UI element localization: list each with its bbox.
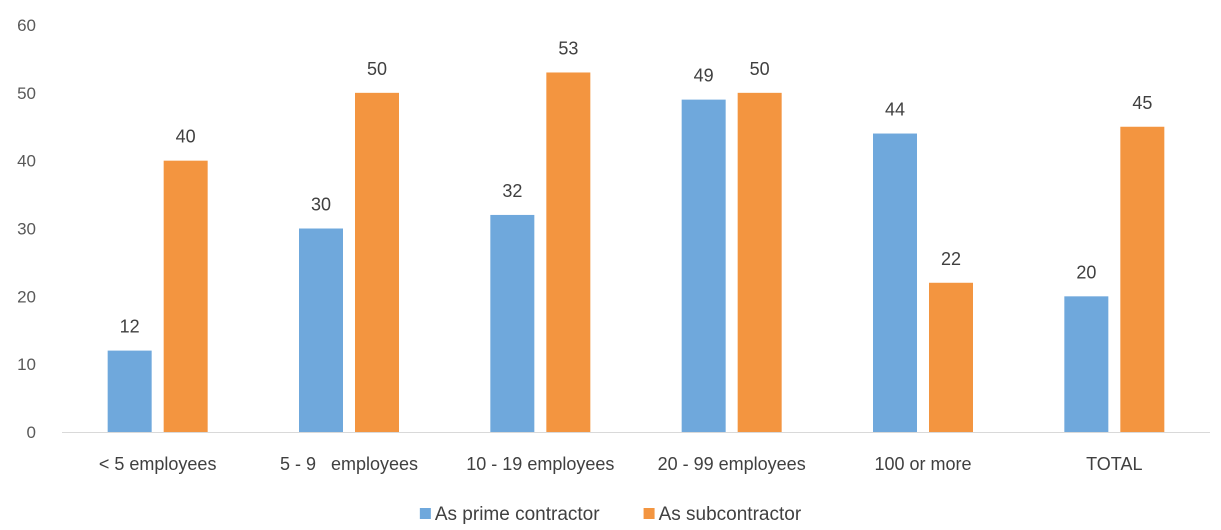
bar-prime <box>873 133 917 433</box>
y-tick-label: 10 <box>17 355 36 374</box>
x-tick-label: 100 or more <box>874 454 971 474</box>
x-axis: < 5 employees 5 - 9 employees 10 - 19 empl… <box>99 454 1143 474</box>
bar-prime <box>107 350 152 432</box>
legend-label: As subcontractor <box>659 504 802 525</box>
x-tick-label: < 5 employees <box>99 454 217 474</box>
data-label: 40 <box>176 127 196 147</box>
data-label: 50 <box>750 59 770 79</box>
data-label: 20 <box>1076 262 1096 282</box>
x-tick-label: 20 - 99 employees <box>658 454 806 474</box>
y-tick-label: 60 <box>17 16 36 35</box>
data-label: 12 <box>120 317 140 337</box>
bar-sub <box>1120 126 1165 432</box>
bar-sub <box>737 92 782 432</box>
legend: As prime contractor As subcontractor <box>419 504 802 525</box>
x-tick-label: 10 - 19 employees <box>466 454 614 474</box>
data-label: 53 <box>558 38 578 58</box>
data-label: 49 <box>694 66 714 86</box>
data-label: 30 <box>311 195 331 215</box>
x-tick-label: 5 - 9 employees <box>280 454 418 474</box>
y-tick-label: 0 <box>27 423 36 442</box>
bar-prime <box>1064 296 1109 432</box>
bar-prime <box>299 228 343 432</box>
data-label: 32 <box>502 181 522 201</box>
data-label: 22 <box>941 249 961 269</box>
plot-area: 12 40 30 50 32 53 49 50 44 22 20 45 <box>107 38 1165 433</box>
data-label: 45 <box>1132 93 1152 113</box>
data-label: 44 <box>885 100 905 120</box>
legend-swatch-prime <box>419 508 431 519</box>
y-tick-label: 30 <box>17 220 36 239</box>
bar-sub <box>546 72 591 432</box>
bar-sub <box>355 92 399 432</box>
y-axis: 0 10 20 30 40 50 60 <box>17 16 36 442</box>
legend-swatch-sub <box>643 508 655 519</box>
x-tick-label: TOTAL <box>1086 454 1142 474</box>
bar-sub <box>929 282 973 432</box>
bar-prime <box>681 99 726 432</box>
legend-label: As prime contractor <box>435 504 600 525</box>
y-tick-label: 40 <box>17 152 36 171</box>
data-label: 50 <box>367 59 387 79</box>
y-tick-label: 50 <box>17 84 36 103</box>
bar-sub <box>163 160 208 432</box>
bar-prime <box>490 214 535 432</box>
y-tick-label: 20 <box>17 287 36 306</box>
